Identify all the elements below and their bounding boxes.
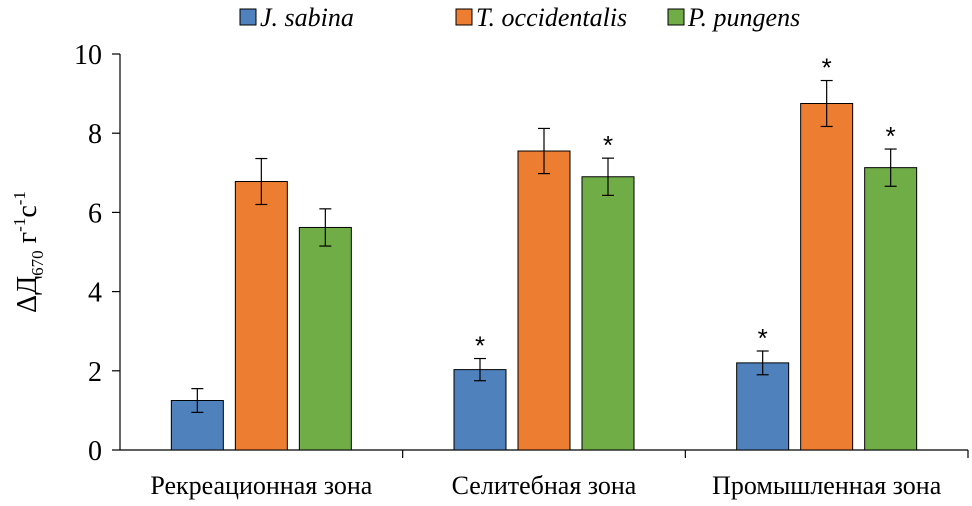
y-label-unit2: с — [12, 205, 43, 217]
bar-p--pungens — [581, 176, 635, 451]
x-axis: Рекреационная зона Селитебная зона Промышл… — [120, 449, 969, 500]
significance-marker: * — [475, 331, 485, 361]
error-bar — [602, 157, 614, 196]
bar-p--pungens — [864, 167, 918, 451]
y-label-sup2: -1 — [10, 191, 29, 205]
error-bar — [884, 148, 897, 187]
significance-marker: * — [603, 130, 613, 160]
y-tick-label: 4 — [88, 278, 102, 309]
legend-label: J. sabina — [260, 3, 354, 32]
y-tick-label: 0 — [88, 436, 102, 467]
error-bar — [255, 157, 268, 206]
bar-j--sabina — [453, 369, 507, 451]
y-label-main: ΔД — [12, 276, 43, 313]
legend: J. sabina T. occidentalis P. pungens — [239, 3, 800, 32]
legend-item: T. occidentalis — [455, 3, 627, 32]
bar-p--pungens — [298, 226, 352, 451]
significance-marker: * — [758, 323, 768, 353]
y-label-sub: 670 — [28, 250, 47, 276]
bars: * * * * * — [170, 53, 918, 451]
legend-label: P. pungens — [687, 3, 800, 32]
legend-item: P. pungens — [667, 3, 800, 32]
significance-marker: * — [886, 121, 896, 151]
error-bar — [538, 127, 550, 175]
y-tick-label: 10 — [74, 40, 102, 71]
error-bar — [319, 208, 332, 247]
y-tick-label: 8 — [88, 119, 102, 150]
legend-swatch — [667, 8, 685, 26]
y-axis-label: ΔД670 г-1с-1 — [10, 191, 47, 313]
y-label-sup1: -1 — [10, 218, 29, 232]
legend-swatch — [239, 8, 257, 26]
significance-marker: * — [822, 53, 832, 83]
svg-text:ΔД670 г-1с-1: ΔД670 г-1с-1 — [10, 191, 47, 313]
y-tick-label: 6 — [88, 198, 102, 229]
x-category-label: Селитебная зона — [452, 471, 637, 500]
error-bar — [474, 357, 486, 382]
x-category-label: Рекреационная зона — [150, 471, 372, 500]
error-bar — [191, 388, 204, 413]
legend-swatch — [455, 8, 473, 26]
y-tick-label: 2 — [88, 357, 102, 388]
bar-j--sabina — [736, 362, 790, 451]
bar-t--occidentalis — [517, 150, 571, 451]
bar-t--occidentalis — [234, 181, 288, 451]
y-label-unit1: г — [12, 232, 43, 250]
x-category-label: Промышленная зона — [712, 471, 942, 500]
legend-item: J. sabina — [239, 3, 354, 32]
legend-label: T. occidentalis — [476, 3, 627, 32]
error-bar — [756, 350, 769, 376]
error-bar — [820, 79, 833, 128]
y-axis: 0 2 4 6 8 10 — [74, 40, 121, 467]
bar-t--occidentalis — [800, 103, 854, 451]
